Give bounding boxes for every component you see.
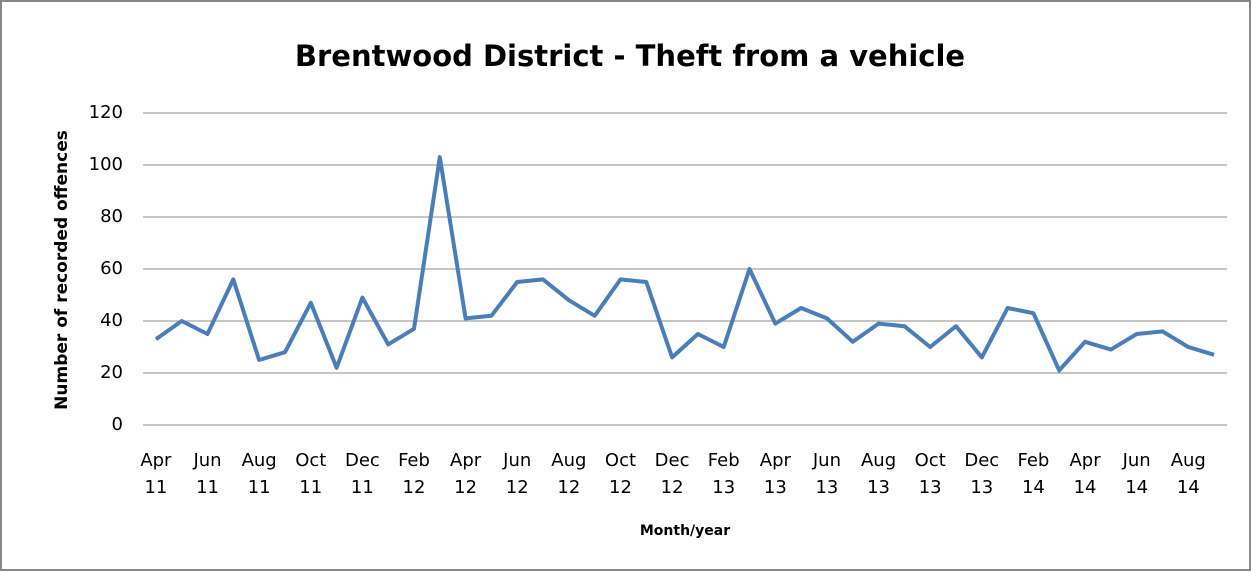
x-tick-label: Feb 12 (398, 450, 430, 498)
x-tick-label: Aug 14 (1170, 450, 1206, 498)
y-tick-label: 120 (89, 102, 123, 123)
x-tick-label: Jun 12 (503, 450, 532, 498)
x-tick-label: Apr 14 (1069, 450, 1101, 498)
x-tick-label: Aug 12 (551, 450, 587, 498)
x-tick-label: Dec 12 (654, 450, 690, 498)
x-tick-label: Oct 12 (604, 450, 637, 498)
x-tick-label: Apr 12 (450, 450, 482, 498)
x-tick-label: Aug 13 (860, 450, 897, 498)
x-tick-label: Jun 11 (193, 450, 222, 498)
x-tick-label: Oct 11 (295, 450, 327, 498)
y-tick-label: 100 (89, 154, 123, 175)
x-tick-label: Jun 14 (1122, 450, 1151, 498)
x-tick-label: Apr 13 (759, 450, 791, 498)
x-tick-label: Aug 11 (241, 450, 277, 498)
y-tick-label: 80 (100, 206, 123, 227)
x-axis-title: Month/year (640, 523, 730, 539)
y-tick-label: 40 (100, 310, 123, 331)
x-tick-label: Oct 13 (914, 450, 946, 498)
x-tick-label: Dec 11 (344, 450, 380, 498)
x-tick-label: Feb 14 (1017, 450, 1050, 498)
y-tick-label: 0 (112, 414, 123, 435)
x-tick-label: Jun 13 (812, 450, 841, 498)
x-tick-label: Dec 13 (964, 450, 1000, 498)
y-tick-label: 60 (100, 258, 123, 279)
y-axis-title: Number of recorded offences (52, 130, 72, 410)
chart-title: Brentwood District - Theft from a vehicl… (295, 39, 965, 73)
data-line (154, 155, 1215, 373)
x-tick-label: Feb 13 (707, 450, 740, 498)
x-tick-label: Apr 11 (140, 450, 172, 498)
y-tick-label: 20 (100, 362, 123, 383)
